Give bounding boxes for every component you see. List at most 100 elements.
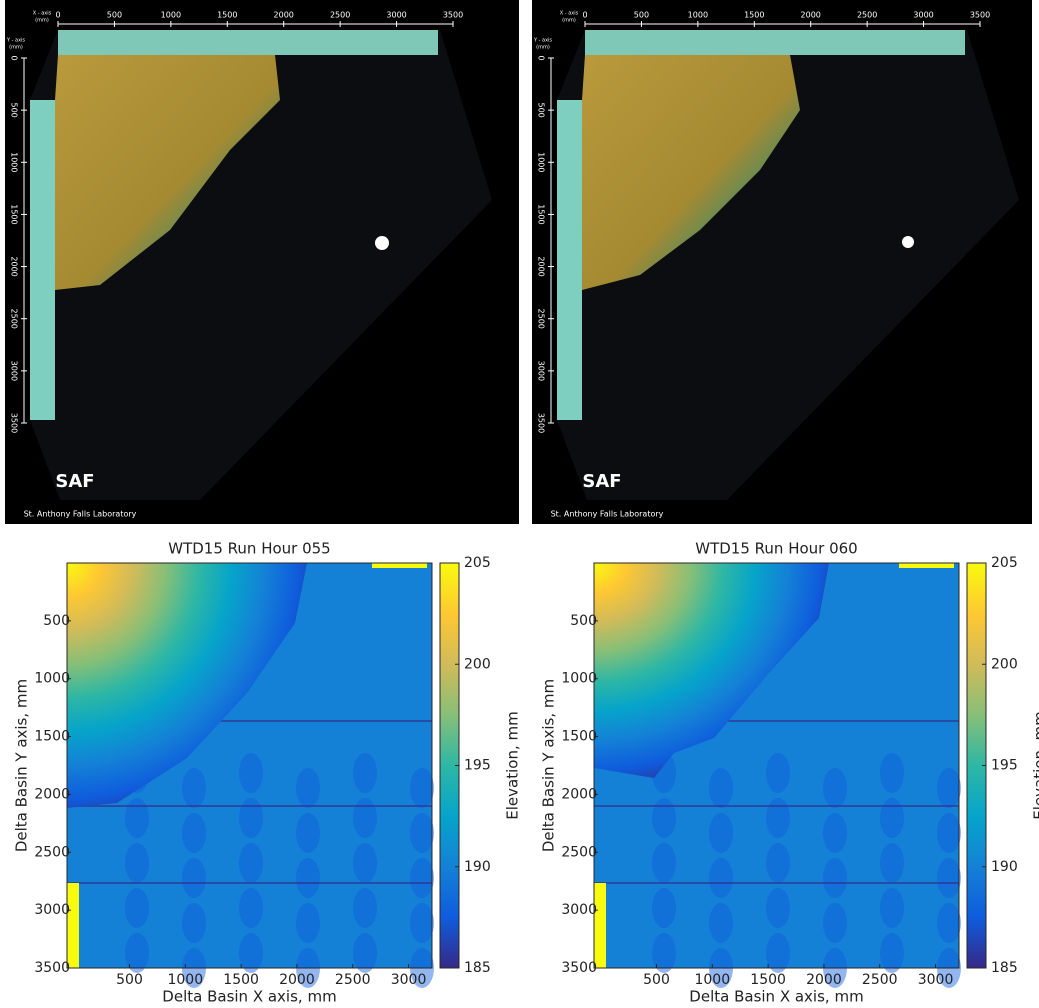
x-tick-label: 1000 bbox=[167, 972, 203, 988]
x-axis-label: (mm) bbox=[35, 18, 49, 24]
heatmap-texture bbox=[823, 858, 847, 898]
y-tick-label: 1500 bbox=[537, 204, 546, 224]
y-tick-label: 500 bbox=[570, 613, 597, 629]
y-tick-label: 2500 bbox=[561, 844, 597, 860]
heatmap-texture bbox=[709, 903, 733, 943]
photo-panel bbox=[5, 0, 519, 524]
x-tick-label: 2500 bbox=[857, 11, 877, 20]
heatmap-texture bbox=[766, 798, 790, 838]
heatmap-texture bbox=[182, 813, 206, 853]
heatmap-texture bbox=[652, 888, 676, 928]
heatmap-texture bbox=[880, 888, 904, 928]
heatmap-texture bbox=[125, 798, 149, 838]
y-axis-label: (mm) bbox=[536, 45, 550, 51]
x-tick-label: 3500 bbox=[443, 11, 463, 20]
colorbar-tick-label: 190 bbox=[464, 859, 491, 875]
x-tick-label: 2000 bbox=[279, 972, 315, 988]
photo-panel bbox=[532, 0, 1032, 524]
y-axis-label: Delta Basin Y axis, mm bbox=[540, 679, 558, 852]
colorbar-tick-label: 185 bbox=[464, 960, 491, 976]
y-axis-label: Y - axis bbox=[533, 38, 552, 44]
x-tick-label: 2000 bbox=[806, 972, 842, 988]
heatmap-texture bbox=[239, 933, 263, 973]
colorbar-tick-label: 200 bbox=[991, 656, 1018, 672]
y-tick-label: 500 bbox=[43, 613, 70, 629]
y-axis-label: (mm) bbox=[9, 45, 23, 51]
heatmap-texture bbox=[239, 753, 263, 793]
x-tick-label: 1500 bbox=[750, 972, 786, 988]
photo-annotations: 0 500 1000 1500 2000 2500 3000 3500 0 500 1000 1500… bbox=[533, 11, 990, 519]
colorbar-label: Elevation, mm bbox=[1031, 711, 1039, 819]
delta-fan bbox=[67, 563, 307, 808]
colorbar-tick-label: 190 bbox=[991, 859, 1018, 875]
heatmap-texture bbox=[353, 798, 377, 838]
heatmap-texture bbox=[125, 843, 149, 883]
heatmap-texture bbox=[353, 843, 377, 883]
x-tick-label: 500 bbox=[634, 11, 649, 20]
y-tick-label: 1000 bbox=[10, 152, 19, 172]
x-tick-label: 3000 bbox=[386, 11, 406, 20]
colorbar-tick-label: 200 bbox=[464, 656, 491, 672]
x-tick-label: 2500 bbox=[330, 11, 350, 20]
y-tick-label: 1500 bbox=[34, 729, 70, 745]
y-tick-label: 2000 bbox=[10, 256, 19, 276]
x-tick-label: 2000 bbox=[274, 11, 294, 20]
heatmap-texture bbox=[125, 888, 149, 928]
y-tick-label: 0 bbox=[537, 55, 546, 60]
x-tick-label: 500 bbox=[116, 972, 143, 988]
heatmap-texture bbox=[239, 888, 263, 928]
plot-frame bbox=[593, 562, 960, 969]
x-tick-label: 3000 bbox=[918, 972, 954, 988]
heatmap-texture bbox=[296, 813, 320, 853]
heatmap-texture bbox=[296, 903, 320, 943]
heatmap-texture bbox=[823, 768, 847, 808]
x-tick-label: 0 bbox=[55, 11, 60, 20]
heatmap-texture bbox=[937, 768, 961, 808]
logo: SAF bbox=[582, 471, 621, 492]
basin-wall bbox=[594, 883, 606, 968]
heatmap-texture bbox=[766, 753, 790, 793]
photo-annotations: 0 500 1000 1500 2000 2500 3000 3500 0 500 1000 1500… bbox=[6, 11, 463, 519]
x-tick-label: 3000 bbox=[913, 11, 933, 20]
colorbar-tick-label: 185 bbox=[991, 960, 1018, 976]
y-axis-label: Delta Basin Y axis, mm bbox=[13, 679, 31, 852]
x-tick-label: 1000 bbox=[161, 11, 181, 20]
y-tick-label: 3500 bbox=[34, 960, 70, 976]
lab-name: St. Anthony Falls Laboratory bbox=[551, 510, 664, 519]
heatmap-texture bbox=[823, 813, 847, 853]
heatmap-texture bbox=[709, 768, 733, 808]
heatmap-texture bbox=[410, 813, 434, 853]
heatmap-texture bbox=[937, 858, 961, 898]
colorbar-tick-label: 205 bbox=[991, 555, 1018, 571]
x-tick-label: 0 bbox=[582, 11, 587, 20]
y-tick-label: 3500 bbox=[561, 960, 597, 976]
y-tick-label: 1000 bbox=[537, 152, 546, 172]
basin-wall bbox=[372, 563, 427, 568]
heatmap-texture bbox=[880, 933, 904, 973]
colorbar-tick-label: 195 bbox=[991, 758, 1018, 774]
heatmap-texture bbox=[182, 768, 206, 808]
heatmap-texture bbox=[709, 813, 733, 853]
x-axis-label: Delta Basin X axis, mm bbox=[689, 988, 863, 1006]
heatmap-texture bbox=[937, 813, 961, 853]
x-tick-label: 500 bbox=[107, 11, 122, 20]
basin-wall bbox=[899, 563, 954, 568]
heatmap-texture bbox=[296, 768, 320, 808]
y-tick-label: 2000 bbox=[537, 256, 546, 276]
heatmap-texture bbox=[652, 843, 676, 883]
logo: SAF bbox=[55, 471, 94, 492]
colorbar-label: Elevation, mm bbox=[504, 711, 522, 819]
heatmap-texture bbox=[880, 843, 904, 883]
x-tick-label: 2500 bbox=[335, 972, 371, 988]
y-tick-label: 500 bbox=[537, 103, 546, 118]
heatmap-texture bbox=[296, 858, 320, 898]
lab-name: St. Anthony Falls Laboratory bbox=[24, 510, 137, 519]
x-axis-label: X - axis bbox=[560, 11, 579, 17]
y-tick-label: 1000 bbox=[34, 671, 70, 687]
colorbar-tick-label: 205 bbox=[464, 555, 491, 571]
heatmap-texture bbox=[410, 768, 434, 808]
y-tick-label: 1500 bbox=[561, 729, 597, 745]
heatmap-texture bbox=[766, 843, 790, 883]
colorbar-tick-label: 195 bbox=[464, 758, 491, 774]
